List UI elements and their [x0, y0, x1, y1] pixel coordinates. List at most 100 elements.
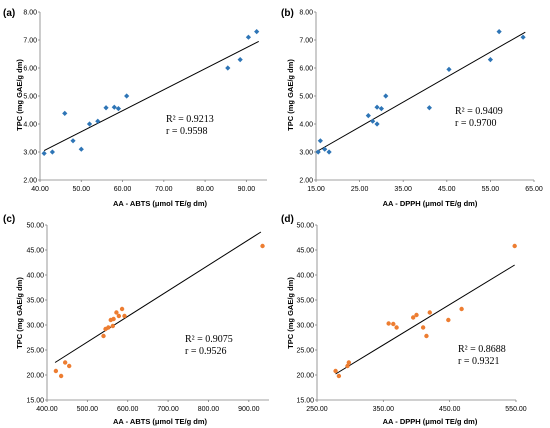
data-point	[315, 149, 321, 155]
plot-area: 2.00 3.00 4.00 5.00 6.00 7.00 8.00 15.00 25.00 35…	[299, 10, 542, 194]
y-axis-title: TPC (mg GAE/g dm)	[15, 59, 24, 131]
x-tick-label: 600.00	[117, 406, 139, 413]
correlation-label: r = 0.9700	[455, 118, 496, 129]
y-tick-label: 50.00	[296, 223, 314, 230]
y-tick-label: 6.00	[23, 66, 37, 73]
correlation-label: r = 0.9526	[185, 346, 226, 357]
y-tick-label: 5.00	[23, 94, 37, 101]
y-tick-label: 7.00	[23, 38, 37, 45]
correlation-label: r = 0.9321	[458, 356, 499, 367]
x-tick-label: 45.00	[438, 186, 456, 193]
x-tick-label: 900.00	[238, 406, 260, 413]
x-axis-title: AA - DPPH (μmol TE/g dm)	[383, 199, 478, 208]
y-tick-label: 2.00	[23, 178, 37, 185]
x-axis-title: AA - ABTS (μmol TE/g dm)	[113, 417, 208, 426]
data-point	[374, 121, 380, 127]
data-point	[114, 310, 119, 315]
data-point	[116, 313, 122, 319]
data-point	[237, 57, 243, 63]
data-point	[410, 315, 416, 320]
r-squared-label: R² = 0.9409	[455, 106, 503, 117]
y-tick-label: 35.00	[26, 298, 44, 305]
x-axis-title: AA - ABTS (μmol TE/g dm)	[113, 199, 208, 208]
data-point	[326, 149, 332, 155]
trend-line	[335, 264, 515, 375]
data-point	[106, 325, 111, 330]
x-tick-label: 65.00	[525, 186, 543, 193]
data-point	[426, 105, 432, 111]
data-point	[245, 34, 252, 40]
data-point	[424, 333, 429, 339]
y-tick-label: 20.00	[296, 373, 314, 380]
data-point	[317, 138, 323, 144]
panel-b: (b) TPC (mg GAE/g dm) AA - DPPH (μmol TE…	[281, 8, 543, 208]
data-point	[254, 29, 260, 35]
data-point	[103, 105, 109, 111]
x-tick-label: 15.00	[307, 186, 325, 193]
y-tick-label: 4.00	[299, 122, 313, 129]
y-tick-label: 3.00	[23, 150, 37, 157]
y-tick-label: 5.00	[299, 94, 313, 101]
panel-label: (b)	[281, 8, 294, 19]
data-point	[119, 306, 125, 312]
data-point	[58, 373, 64, 379]
plot-area: 15.00 20.00 25.00 30.00 35.00 40.00 45.00 50.00…	[26, 223, 269, 413]
data-point	[346, 360, 352, 365]
x-tick-label: 550.00	[505, 406, 527, 413]
panel-label: (c)	[3, 214, 15, 225]
y-tick-label: 35.00	[296, 298, 314, 305]
x-tick-label: 400.00	[36, 406, 58, 413]
plot-area: 15.00 20.00 25.00 30.00 35.00 40.00 45.00 50.00…	[296, 223, 526, 414]
r-squared-label: R² = 0.9213	[166, 114, 214, 125]
plot-area: 2.00 3.00 4.00 5.00 6.00 7.00 8.00 40.00 50.00 60…	[23, 10, 267, 193]
trend-line	[43, 40, 259, 152]
y-tick-label: 8.00	[23, 10, 37, 17]
data-point	[394, 325, 399, 330]
y-axis-title: TPC (mg GAE/g dm)	[286, 59, 295, 131]
data-point	[512, 243, 517, 249]
data-point	[487, 57, 493, 63]
data-point	[333, 368, 338, 374]
y-tick-label: 50.00	[26, 223, 44, 230]
data-point	[53, 368, 59, 374]
correlation-label: r = 0.9598	[166, 126, 207, 137]
data-point	[62, 360, 68, 365]
data-point	[459, 306, 464, 312]
data-point	[260, 243, 265, 249]
panel-a: (a) TPC (mg GAE/g dm) AA - ABTS (μmol TE…	[3, 8, 267, 208]
data-point	[446, 66, 452, 72]
x-tick-label: 90.00	[238, 186, 256, 193]
y-tick-label: 40.00	[26, 273, 44, 280]
data-point	[496, 29, 502, 35]
trend-line	[315, 31, 526, 153]
y-tick-label: 3.00	[299, 150, 313, 157]
data-point	[370, 118, 376, 124]
data-point	[115, 106, 122, 112]
trend-line	[54, 231, 262, 363]
y-axis-title: TPC (mg GAE/g dm)	[15, 277, 24, 349]
data-point	[41, 150, 47, 156]
x-tick-label: 70.00	[155, 186, 173, 193]
y-tick-label: 15.00	[26, 398, 44, 405]
y-tick-label: 45.00	[26, 248, 44, 255]
y-tick-label: 25.00	[296, 348, 314, 355]
x-tick-label: 450.00	[439, 406, 461, 413]
y-tick-label: 40.00	[296, 273, 314, 280]
data-point	[345, 363, 350, 369]
data-point	[122, 313, 127, 319]
data-point	[383, 93, 389, 99]
data-point	[67, 363, 72, 369]
y-tick-label: 6.00	[299, 66, 313, 73]
x-tick-label: 500.00	[77, 406, 99, 413]
data-point	[378, 106, 384, 112]
data-point	[70, 138, 76, 144]
y-tick-label: 4.00	[23, 122, 37, 129]
data-point	[322, 146, 328, 152]
x-axis-title: AA - DPPH (μmol TE/g dm)	[383, 417, 478, 426]
data-point	[62, 110, 68, 116]
x-tick-label: 700.00	[157, 406, 179, 413]
data-point	[49, 149, 55, 155]
data-point	[111, 316, 116, 322]
data-point	[86, 121, 93, 127]
x-tick-label: 55.00	[482, 186, 500, 193]
